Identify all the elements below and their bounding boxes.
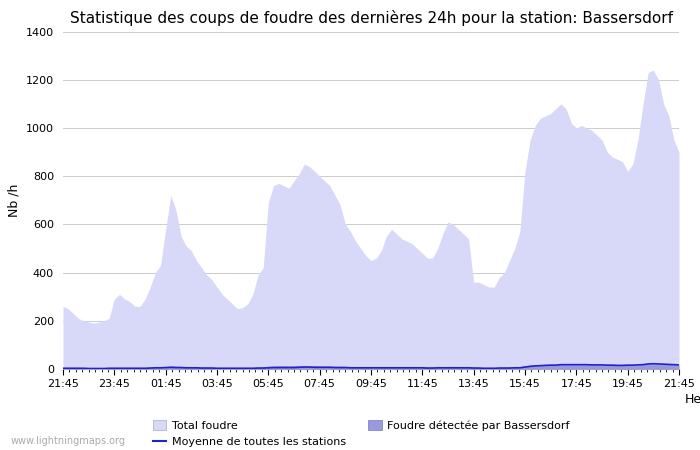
Legend: Total foudre, Moyenne de toutes les stations, Foudre détectée par Bassersdorf: Total foudre, Moyenne de toutes les stat…: [148, 416, 574, 450]
Y-axis label: Nb /h: Nb /h: [7, 184, 20, 217]
Text: Heure: Heure: [685, 392, 700, 405]
Title: Statistique des coups de foudre des dernières 24h pour la station: Bassersdorf: Statistique des coups de foudre des dern…: [69, 10, 673, 26]
Text: www.lightningmaps.org: www.lightningmaps.org: [10, 436, 125, 446]
